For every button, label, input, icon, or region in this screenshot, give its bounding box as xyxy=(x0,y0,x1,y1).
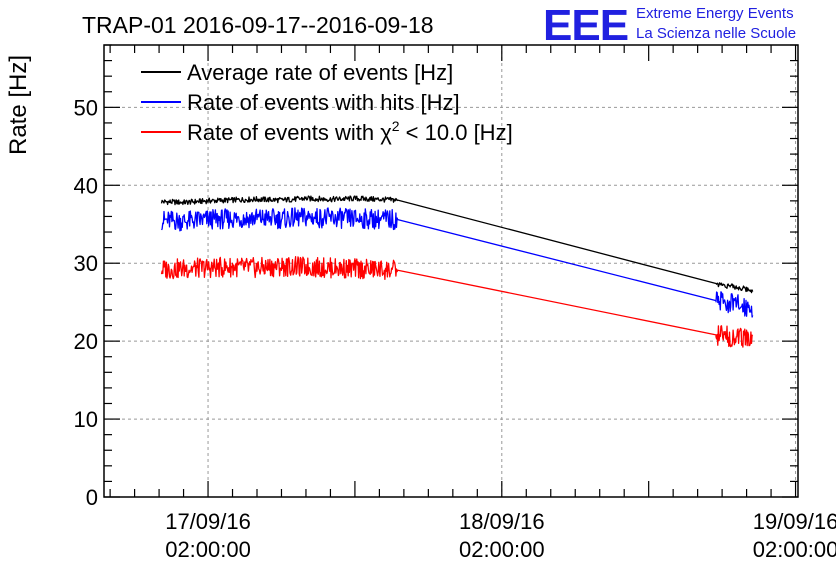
y-tick-label: 10 xyxy=(74,407,98,432)
y-axis-label: Rate [Hz] xyxy=(5,55,32,155)
x-tick-time-label: 02:00:00 xyxy=(459,537,545,562)
x-tick-time-label: 02:00:00 xyxy=(165,537,251,562)
series-line-3 xyxy=(160,256,754,348)
x-tick-date-label: 18/09/16 xyxy=(459,509,545,534)
x-tick-labels: 17/09/16 02:00:00 18/09/16 02:00:00 19/09/16… xyxy=(165,509,836,562)
logo-line-2: La Scienza nelle Scuole xyxy=(636,25,796,42)
legend-entry-3: Rate of events with χ2 < 10.0 [Hz] xyxy=(187,118,513,145)
eee-logo: EEE Extreme Energy Events La Scienza nel… xyxy=(543,1,796,50)
y-tick-label: 0 xyxy=(86,485,98,510)
series-line-1 xyxy=(160,195,754,294)
chart-title: TRAP-01 2016-09-17--2016-09-18 xyxy=(82,12,434,38)
logo-line-1: Extreme Energy Events xyxy=(636,5,794,22)
y-tick-label: 30 xyxy=(74,251,98,276)
series-line-2 xyxy=(160,207,754,318)
legend: Average rate of events [Hz] Rate of event… xyxy=(141,60,513,145)
y-tick-label: 50 xyxy=(74,95,98,120)
y-tick-label: 20 xyxy=(74,329,98,354)
y-tick-labels: 0 10 20 30 40 50 xyxy=(74,95,98,510)
x-tick-date-label: 17/09/16 xyxy=(165,509,251,534)
axis-ticks xyxy=(104,44,798,498)
legend-entry-1: Average rate of events [Hz] xyxy=(187,60,453,85)
x-tick-time-label: 02:00:00 xyxy=(753,537,836,562)
y-tick-label: 40 xyxy=(74,173,98,198)
x-tick-date-label: 19/09/16 xyxy=(753,509,836,534)
plot-frame xyxy=(103,44,799,498)
logo-letters: EEE xyxy=(543,1,628,50)
series-lines xyxy=(160,195,754,348)
legend-entry-2: Rate of events with hits [Hz] xyxy=(187,90,460,115)
